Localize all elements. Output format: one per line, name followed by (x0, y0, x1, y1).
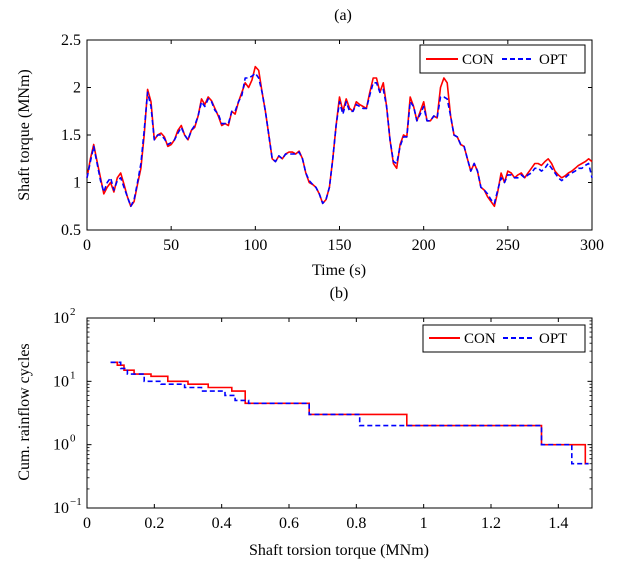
panel-a-y-tick-label: 2 (73, 80, 81, 97)
panel-b-y-tick-label: 10 (53, 373, 69, 390)
panel-a-x-tick-label: 150 (328, 237, 352, 254)
panel-a-y-tick-label: 0.5 (61, 222, 81, 239)
panel-a-y-tick-label: 2.5 (61, 32, 81, 49)
panel-a-y-tick-label: 1.5 (61, 127, 81, 144)
panel-b-series-opt-step (110, 361, 589, 465)
panel-a-y-axis-label: Shaft torque (MNm) (16, 69, 33, 201)
panel-a-x-tick-label: 250 (496, 237, 520, 254)
panel-b-legend-opt-label: OPT (539, 331, 567, 347)
panel-a-x-tick-label: 300 (580, 237, 604, 254)
panel-a-x-tick-label: 50 (163, 237, 179, 254)
panel-a-y-tick-label: 1 (73, 175, 81, 192)
panel-b-title: (b) (330, 285, 349, 302)
panel-b-series (110, 361, 589, 465)
panel-a-legend-con-label: CON (462, 52, 494, 68)
panel-a: (a) 0 50 100 150 200 250 300 0.5 1 1.5 2 2.5 Time … (16, 7, 604, 279)
panel-a-x-tick-label: 200 (412, 237, 436, 254)
panel-a-x-tick-label: 0 (83, 237, 91, 254)
panel-b-y-tick-exponent: 0 (70, 433, 76, 445)
panel-b-x-tick-label: 1 (420, 515, 428, 532)
panel-a-title: (a) (334, 7, 352, 24)
panel-a-series-opt-line (86, 72, 593, 208)
panel-a-x-axis-label: Time (s) (312, 262, 366, 279)
panel-a-series (86, 65, 593, 208)
panel-b-y-tick-label: 10 (53, 310, 69, 327)
panel-a-legend-opt-label: OPT (539, 52, 567, 68)
panel-a-x-tick-label: 100 (243, 237, 267, 254)
panel-b-legend-con-label: CON (464, 331, 496, 347)
panel-a-x-ticks: 0 50 100 150 200 250 300 (83, 40, 604, 254)
panel-a-legend: CON OPT (419, 44, 586, 74)
panel-b-y-tick-exponent: 2 (70, 306, 76, 318)
panel-a-y-ticks: 0.5 1 1.5 2 2.5 (61, 32, 592, 239)
panel-a-series-con-line (86, 65, 593, 208)
panel-b-x-tick-label: 1.2 (481, 515, 501, 532)
panel-b-legend: CON OPT (422, 324, 586, 353)
panel-b-y-tick-label: 10 (53, 500, 69, 517)
panel-b-x-tick-label: 0.4 (212, 515, 232, 532)
panel-b-x-ticks: 0 0.2 0.4 0.6 0.8 1 1.2 1.4 (83, 318, 568, 532)
panel-b-y-axis-label: Cum. rainflow cycles (16, 343, 33, 480)
panel-b-y-tick-label: 10 (53, 437, 69, 454)
panel-b-y-tick-exponent: 1 (70, 369, 76, 381)
panel-b-x-tick-label: 0.6 (279, 515, 299, 532)
panel-b-x-axis-label: Shaft torsion torque (MNm) (249, 542, 429, 559)
panel-b-x-tick-label: 1.4 (548, 515, 568, 532)
panel-b-y-tick-exponent: −1 (70, 496, 82, 508)
panel-b-plot-frame (86, 317, 593, 509)
panel-b-x-tick-label: 0.2 (144, 515, 164, 532)
panel-b-x-tick-label: 0 (83, 515, 91, 532)
panel-b-x-tick-label: 0.8 (346, 515, 366, 532)
panel-b-series-con-step (110, 361, 589, 465)
